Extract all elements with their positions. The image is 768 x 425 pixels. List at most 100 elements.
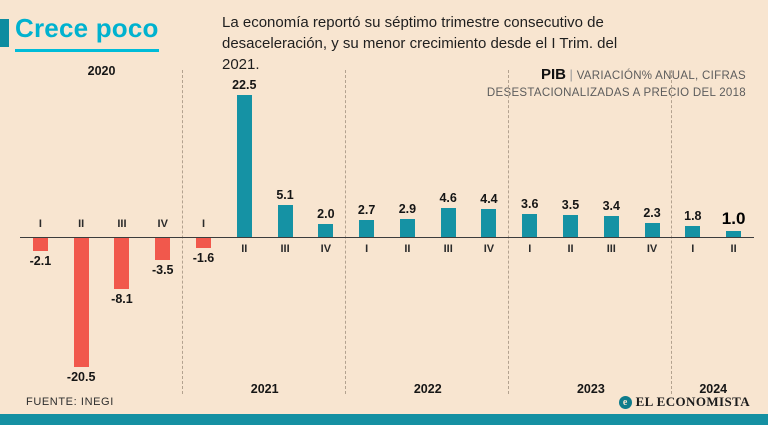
bar	[277, 204, 293, 237]
bar	[359, 219, 375, 237]
bar-value-label: 2.9	[398, 201, 417, 216]
quarter-label: III	[606, 243, 616, 255]
quarter-cell: 1.8 I	[672, 58, 713, 398]
quarter-cell: -20.5 II	[61, 58, 102, 398]
year-group-2020: 2020 -2.1 I -20.5 II -8.1 III -3.5 IV	[20, 58, 184, 398]
quarter-cell: -1.6 I	[183, 58, 224, 398]
bar-value-label: -1.6	[192, 251, 215, 266]
publisher-logo-icon: e	[618, 395, 632, 409]
year-label: 2020	[87, 64, 116, 78]
quarter-cell: 2.7 I	[346, 58, 387, 398]
year-group-bars: 1.8 I 1.0 II	[672, 58, 754, 398]
bar-value-label: 4.4	[480, 192, 498, 207]
quarter-label: III	[117, 218, 127, 230]
bar-value-label: 1.0	[721, 208, 746, 228]
year-group-bars: -1.6 I 22.5 II 5.1 III 2.0 IV	[183, 58, 346, 398]
bar-value-label: 3.6	[521, 197, 539, 212]
chart-groups: 2020 -2.1 I -20.5 II -8.1 III -3.5 IV 2021 -1.6 I 22…	[20, 58, 754, 398]
bar-value-label: 2.0	[317, 207, 335, 222]
chart-subtitle: La economía reportó su séptimo trimestre…	[222, 12, 652, 75]
quarter-cell: 3.5 II	[550, 58, 591, 398]
year-group-2023: 2023 3.6 I 3.5 II 3.4 III 2.3 IV	[509, 58, 673, 398]
quarter-label: II	[241, 243, 248, 255]
bar	[399, 218, 415, 237]
year-group-2024: 2024 1.8 I 1.0 II	[672, 58, 754, 398]
bar-value-label: 4.6	[439, 191, 457, 206]
year-label: 2024	[699, 382, 728, 396]
quarter-cell: 22.5 II	[224, 58, 265, 398]
quarter-label: IV	[483, 243, 495, 255]
quarter-label: I	[38, 218, 42, 230]
bar-value-label: -8.1	[111, 292, 133, 307]
quarter-label: II	[567, 243, 574, 255]
bar-value-label: -20.5	[66, 370, 96, 385]
quarter-cell: 3.4 III	[591, 58, 632, 398]
bar-value-label: 22.5	[232, 78, 257, 93]
bar-value-label: -3.5	[151, 263, 174, 278]
subtitle-line1: La economía reportó su séptimo trimestre…	[222, 14, 604, 31]
publisher-brand: e EL ECONOMISTA	[618, 394, 750, 410]
series-legend: PIB | VARIACIÓN% ANUAL, CIFRAS DESESTACI…	[487, 66, 746, 102]
bar	[440, 208, 456, 237]
title-accent-block	[0, 19, 9, 47]
bar	[522, 214, 538, 237]
year-label: 2023	[576, 382, 605, 396]
quarter-label: III	[443, 243, 453, 255]
bar	[726, 230, 742, 237]
zero-axis-line	[20, 237, 754, 238]
bar-value-label: 3.5	[561, 197, 580, 212]
quarter-cell: 2.9 II	[387, 58, 428, 398]
legend-pipe: |	[569, 67, 574, 82]
quarter-label: I	[365, 243, 369, 255]
quarter-label: IV	[646, 243, 658, 255]
year-group-bars: -2.1 I -20.5 II -8.1 III -3.5 IV	[20, 58, 183, 398]
bottom-color-strip	[0, 414, 768, 425]
quarter-cell: 2.3 IV	[632, 58, 673, 398]
bar-value-label: 3.4	[602, 198, 620, 213]
quarter-cell: 1.0 II	[713, 58, 754, 398]
quarter-label: I	[691, 243, 695, 255]
bar	[563, 214, 578, 237]
quarter-label: IV	[320, 243, 332, 255]
quarter-cell: 2.0 IV	[305, 58, 346, 398]
quarter-cell: 4.4 IV	[469, 58, 510, 398]
bar	[32, 238, 48, 252]
page-title: Crece poco	[15, 13, 159, 52]
quarter-label: I	[528, 243, 532, 255]
quarter-cell: -8.1 III	[102, 58, 143, 398]
quarter-cell: 4.6 III	[428, 58, 469, 398]
year-label: 2021	[250, 382, 279, 396]
year-group-2022: 2022 2.7 I 2.9 II 4.6 III 4.4 IV	[346, 58, 510, 398]
legend-line1: VARIACIÓN% ANUAL, CIFRAS	[576, 70, 746, 82]
bar-value-label: 2.3	[643, 205, 661, 220]
quarter-cell: -3.5 IV	[142, 58, 183, 398]
bar-value-label: 5.1	[276, 187, 294, 202]
quarter-label: IV	[157, 218, 168, 230]
bar-value-label: -2.1	[29, 254, 52, 269]
bar	[318, 224, 334, 237]
year-group-bars: 3.6 I 3.5 II 3.4 III 2.3 IV	[509, 58, 672, 398]
quarter-cell: 5.1 III	[265, 58, 306, 398]
bar	[481, 209, 497, 237]
bar-value-label: 1.8	[684, 208, 702, 223]
bar	[114, 238, 130, 290]
bar-value-label: 2.7	[357, 202, 376, 217]
bar	[196, 238, 211, 249]
legend-line2: DESESTACIONALIZADAS A PRECIO DEL 2018	[486, 87, 746, 99]
bar	[644, 222, 660, 237]
subtitle-line2: desaceleración, y su menor crecimiento d…	[222, 35, 618, 73]
quarter-label: II	[78, 218, 85, 230]
bar	[685, 225, 701, 237]
year-group-2021: 2021 -1.6 I 22.5 II 5.1 III 2.0 IV	[183, 58, 347, 398]
legend-series-name: PIB	[540, 66, 566, 83]
quarter-label: II	[730, 243, 737, 255]
bar	[236, 95, 252, 237]
bar-chart: 2020 -2.1 I -20.5 II -8.1 III -3.5 IV 2021 -1.6 I 22…	[20, 58, 754, 398]
quarter-label: II	[404, 243, 411, 255]
bar	[73, 238, 89, 368]
year-label: 2022	[413, 382, 442, 396]
quarter-cell: -2.1 I	[20, 58, 61, 398]
bar	[155, 238, 171, 261]
bar	[603, 215, 619, 237]
